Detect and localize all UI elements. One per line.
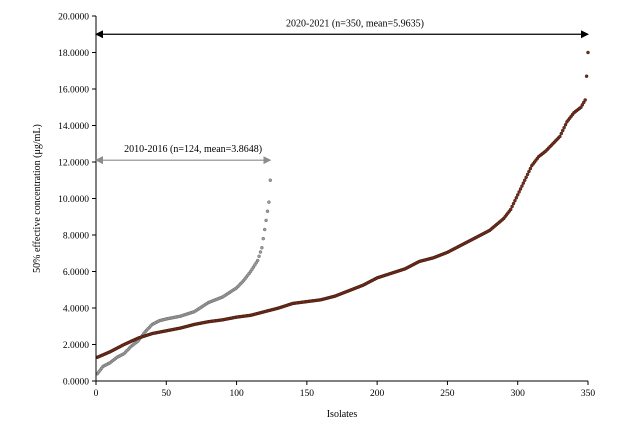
data-point [268,178,273,182]
y-tick-label: 2.0000 [63,341,89,351]
data-point [527,169,531,174]
data-point [525,172,530,177]
data-point [514,196,519,200]
x-tick-label: 0 [94,389,99,399]
data-point [521,181,526,185]
data-point [524,175,528,180]
data-point [558,134,562,139]
x-tick-label: 250 [440,389,455,399]
y-tick-label: 10.0000 [58,195,89,205]
x-tick-label: 100 [229,389,244,399]
data-point [522,178,527,182]
data-point [520,184,524,188]
x-tick-label: 200 [370,389,385,399]
x-tick-label: 350 [581,389,596,399]
y-tick-label: 8.0000 [63,232,89,242]
y-tick-label: 0.0000 [63,378,89,388]
data-point [262,227,267,232]
data-point [260,246,264,250]
data-point [586,50,590,55]
data-point [560,128,565,133]
data-point [559,131,564,136]
data-point [528,166,533,171]
series-2010-2016-points [95,178,273,376]
data-point [518,187,523,191]
y-tick-label: 16.0000 [58,86,89,96]
data-point [265,209,270,214]
data-point [513,198,517,203]
data-point [508,207,513,212]
y-tick-label: 14.0000 [58,122,89,132]
data-point [264,218,268,223]
x-tick-label: 150 [300,389,315,399]
x-tick-label: 300 [511,389,526,399]
data-point [510,204,514,209]
data-point [257,254,261,259]
x-axis-title: Isolates [327,409,358,420]
data-point [583,98,587,102]
y-tick-label: 6.0000 [63,268,89,278]
data-point [511,201,516,206]
annotation-2020-2021: 2020-2021 (n=350, mean=5.9635) [286,18,424,29]
y-tick-label: 4.0000 [63,305,89,315]
y-tick-label: 20.0000 [58,13,89,23]
data-point [584,74,589,78]
series-2020-2021-points [95,50,590,360]
y-tick-label: 18.0000 [58,49,89,59]
data-point [258,250,263,254]
data-point [515,193,520,197]
y-axis-ticks: 0.0000 2.0000 4.0000 6.0000 8.0000 10.0000 12.… [58,13,96,388]
data-point [517,190,521,194]
data-point [267,200,271,204]
data-point [562,125,566,130]
data-point [255,258,260,263]
data-point [563,123,568,127]
x-axis-ticks: 0 50 100 150 200 250 300 350 [94,381,596,399]
annotation-2010-2016: 2010-2016 (n=124, mean=3.8648) [124,144,262,155]
data-point [261,236,266,241]
annotations: 2020-2021 (n=350, mean=5.9635) 2010-2016 … [95,18,589,165]
y-axis-title: 50% effective concentration (μg/mL) [32,124,43,273]
x-tick-label: 50 [162,389,172,399]
y-tick-label: 12.0000 [58,159,89,169]
